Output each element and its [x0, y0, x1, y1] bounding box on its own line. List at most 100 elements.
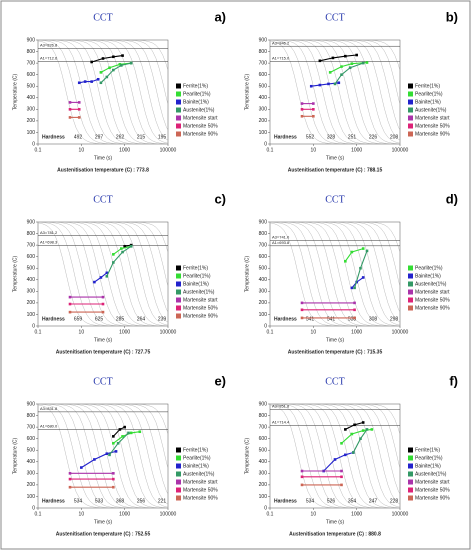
data-point: [108, 453, 111, 457]
x-tick-label: 0.1: [35, 511, 42, 517]
x-tick-label: 1000: [351, 147, 362, 153]
hardness-label: Hardness: [274, 498, 297, 504]
y-tick-label: 500: [259, 448, 268, 454]
x-axis-label: Time (s): [94, 155, 112, 161]
legend-label: Pearlite(1%): [415, 455, 443, 461]
series-line: [334, 62, 364, 85]
data-point: [68, 472, 72, 475]
panel-label: d): [446, 191, 458, 206]
y-tick-label: 100: [27, 494, 36, 500]
y-tick-label: 400: [27, 95, 36, 101]
x-axis-label: Time (s): [326, 155, 344, 161]
y-tick-label: 100: [259, 494, 268, 500]
critical-label: A1=712.6: [40, 56, 58, 61]
data-point: [120, 64, 123, 67]
y-tick-label: 900: [27, 219, 36, 225]
y-tick-label: 500: [27, 84, 36, 90]
cooling-curve: [270, 40, 400, 144]
legend-label: Martensite start: [415, 479, 450, 485]
cooling-curve: [270, 222, 400, 326]
series-line: [79, 78, 99, 84]
y-tick-label: 200: [259, 118, 268, 124]
legend-swatch: [176, 463, 181, 469]
data-point: [112, 55, 115, 59]
panel-label: a): [214, 9, 226, 24]
cooling-curve: [270, 404, 400, 436]
y-tick-label: 0: [264, 141, 267, 147]
y-tick-label: 700: [27, 242, 36, 248]
data-point: [359, 437, 362, 440]
y-tick-label: 400: [259, 459, 268, 465]
y-tick-label: 0: [32, 323, 35, 329]
footer: Austenitisation temperature (C) : 880.8: [289, 531, 381, 537]
y-tick-label: 900: [27, 37, 36, 43]
x-tick-label: 100000: [160, 329, 177, 335]
cooling-curve: [270, 222, 400, 326]
legend-swatch: [176, 305, 181, 311]
data-point: [99, 276, 103, 279]
legend-swatch: [176, 297, 181, 303]
data-point: [105, 275, 109, 278]
cooling-curve: [270, 222, 400, 326]
legend-label: Martensite 90%: [415, 305, 450, 311]
y-tick-label: 500: [259, 266, 268, 272]
data-point: [331, 56, 335, 60]
plot-area: [269, 221, 401, 327]
data-point: [365, 61, 369, 64]
hardness-value: 538: [348, 316, 357, 322]
data-point: [350, 286, 354, 290]
legend-label: Pearlite(1%): [415, 91, 443, 97]
data-point: [353, 308, 356, 312]
y-tick-label: 300: [259, 471, 268, 477]
data-point: [344, 428, 347, 431]
legend-label: Martensite 90%: [183, 313, 218, 319]
legend-label: Ferrite(1%): [415, 447, 440, 453]
cooling-curve: [270, 40, 400, 72]
legend-swatch: [176, 495, 181, 501]
legend-swatch: [408, 107, 413, 113]
legend-label: Martensite 50%: [183, 123, 218, 129]
data-point: [337, 81, 341, 85]
x-tick-label: 10: [311, 511, 317, 517]
chart-title: CCT: [93, 12, 112, 23]
hardness-value: 659: [74, 316, 83, 322]
x-tick-label: 1000: [119, 147, 130, 153]
legend-label: Martensite 50%: [415, 123, 450, 129]
data-point: [352, 451, 355, 454]
cooling-curve: [270, 222, 400, 326]
y-tick-label: 900: [27, 401, 36, 407]
legend-swatch: [408, 305, 413, 311]
cooling-curve: [38, 40, 168, 144]
legend-label: Bainite(1%): [415, 273, 441, 279]
legend-label: Martensite 50%: [183, 305, 218, 311]
hardness-value: 208: [390, 134, 399, 140]
chart-title: CCT: [93, 376, 112, 387]
data-point: [121, 54, 124, 57]
data-point: [318, 83, 322, 87]
legend-swatch: [176, 471, 181, 477]
data-point: [116, 441, 120, 445]
legend-label: Martensite 90%: [415, 495, 450, 501]
cooling-curve: [270, 404, 400, 508]
legend-label: Martensite start: [183, 297, 218, 303]
cooling-curve: [270, 40, 400, 131]
panel: CCT c) 0 100 200 300 400 500 600 700 800 900 0.1 10 10…: [12, 191, 226, 355]
hardness-label: Hardness: [42, 498, 65, 504]
cooling-curve: [38, 40, 168, 106]
y-tick-label: 600: [27, 72, 36, 78]
cooling-curve: [270, 40, 400, 144]
data-point: [112, 253, 115, 256]
data-point: [93, 280, 96, 284]
cooling-curve: [38, 40, 168, 144]
data-point: [350, 432, 354, 436]
data-point: [340, 441, 343, 445]
legend-swatch: [176, 115, 181, 121]
legend-swatch: [408, 265, 413, 271]
hardness-value: 534: [306, 498, 315, 504]
data-point: [344, 453, 347, 457]
hardness-label: Hardness: [274, 316, 297, 322]
panel: CCT a) 0 100 200 300 400 500 600 700 800 900 0.1 10 10…: [12, 9, 226, 173]
data-point: [344, 54, 347, 58]
cooling-curve: [38, 222, 168, 326]
y-tick-label: 400: [259, 95, 268, 101]
